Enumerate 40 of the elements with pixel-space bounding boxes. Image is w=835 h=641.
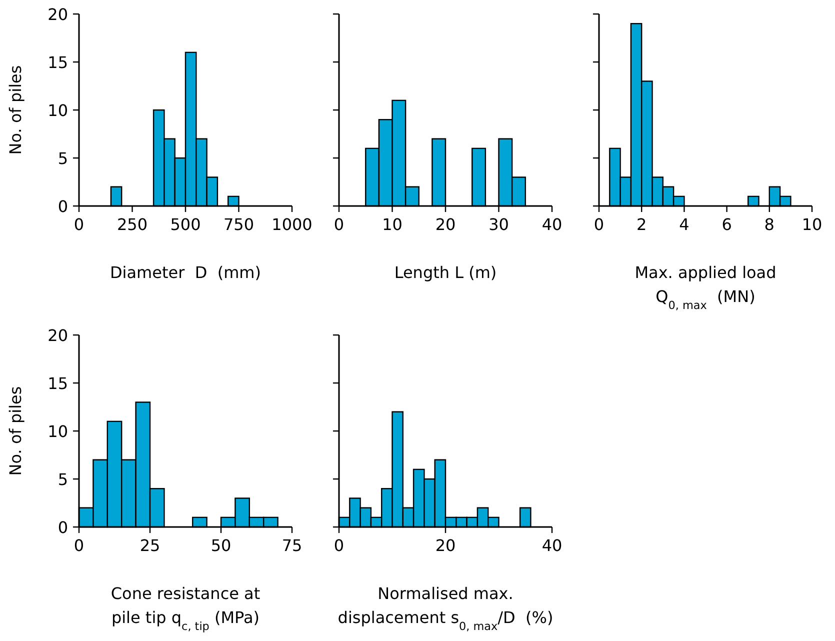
x-tick-label: 0 bbox=[74, 536, 84, 555]
x-tick-label: 6 bbox=[722, 215, 732, 234]
x-tick-label: 30 bbox=[488, 215, 509, 234]
x-tick-label: 10 bbox=[382, 215, 402, 234]
x-axis-title: Diameter D (mm) bbox=[110, 263, 262, 282]
x-tick-label: 20 bbox=[435, 215, 456, 234]
y-tick-label: 15 bbox=[48, 374, 68, 393]
x-tick-label: 750 bbox=[223, 215, 254, 234]
y-tick-label: 20 bbox=[48, 326, 68, 345]
y-tick-label: 5 bbox=[58, 470, 68, 489]
x-tick-label: 250 bbox=[116, 215, 148, 234]
y-tick-label: 15 bbox=[48, 53, 68, 72]
y-tick-label: 20 bbox=[48, 5, 68, 24]
x-tick-label: 25 bbox=[140, 536, 160, 555]
x-axis-title: Max. applied load Q$_{0, max}$ (MN) bbox=[634, 263, 776, 312]
x-tick-label: 50 bbox=[210, 536, 232, 555]
x-tick-label: 0 bbox=[334, 215, 344, 234]
x-tick-label: 0 bbox=[594, 215, 604, 234]
x-tick-label: 500 bbox=[170, 215, 201, 234]
y-tick-label: 10 bbox=[48, 422, 68, 441]
y-tick-label: 0 bbox=[58, 197, 68, 216]
y-axis-title: No. of piles bbox=[6, 386, 25, 476]
x-tick-label: 8 bbox=[764, 215, 774, 234]
x-tick-label: 2 bbox=[636, 215, 647, 234]
x-tick-label: 10 bbox=[802, 215, 822, 234]
y-tick-label: 10 bbox=[48, 101, 68, 120]
x-tick-label: 1000 bbox=[272, 215, 312, 234]
x-tick-label: 0 bbox=[74, 215, 84, 234]
x-tick-label: 40 bbox=[542, 536, 562, 555]
x-tick-label: 4 bbox=[679, 215, 690, 234]
x-axis-title: Cone resistance at pile tip q$_{c, tip}$ (MPa) bbox=[110, 584, 260, 632]
x-axis-title: Normalised max. displacement s$_{0, max}$/D (%) bbox=[338, 584, 554, 632]
y-axis-title: No. of piles bbox=[6, 65, 25, 155]
y-tick-label: 0 bbox=[58, 518, 68, 537]
x-axis-title: Length L (m) bbox=[394, 263, 497, 282]
x-tick-label: 75 bbox=[282, 536, 302, 555]
x-tick-label: 0 bbox=[334, 536, 344, 555]
y-tick-label: 5 bbox=[58, 149, 68, 168]
x-tick-label: 20 bbox=[435, 536, 456, 555]
x-tick-label: 40 bbox=[542, 215, 562, 234]
